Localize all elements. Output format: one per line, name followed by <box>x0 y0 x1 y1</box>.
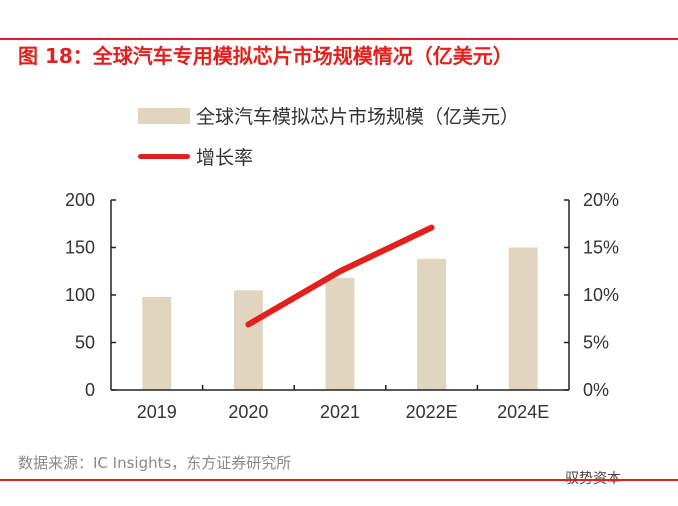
legend-swatch-bar <box>138 107 190 124</box>
left-tick-label: 150 <box>65 238 95 258</box>
right-tick-label: 15% <box>583 238 619 258</box>
bottom-rule <box>0 479 678 481</box>
x-tick-label: 2021 <box>320 402 360 422</box>
x-tick-label: 2022E <box>406 402 458 422</box>
source-note: 数据来源：IC Insights，东方证券研究所 <box>18 454 292 472</box>
figure-title: 图 18：全球汽车专用模拟芯片市场规模情况（亿美元） <box>18 44 513 68</box>
right-tick-label: 10% <box>583 285 619 305</box>
legend-label-bar: 全球汽车模拟芯片市场规模（亿美元） <box>196 106 520 128</box>
left-tick-label: 0 <box>85 380 95 400</box>
left-tick-label: 100 <box>65 285 95 305</box>
right-tick-label: 5% <box>583 333 609 353</box>
legend-swatch-line <box>138 154 190 159</box>
bar-2020 <box>233 290 263 390</box>
left-tick-label: 50 <box>75 333 95 353</box>
right-tick-label: 20% <box>583 190 619 210</box>
legend-label-line: 增长率 <box>196 147 254 169</box>
top-rule <box>0 38 678 40</box>
x-tick-label: 2020 <box>228 402 268 422</box>
right-tick-label: 0% <box>583 380 609 400</box>
x-tick-label: 2019 <box>137 402 177 422</box>
bar-2019 <box>142 296 172 390</box>
bar-2022E <box>417 258 447 390</box>
bar-2021 <box>325 277 355 390</box>
x-tick-label: 2024E <box>497 402 549 422</box>
left-tick-label: 200 <box>65 190 95 210</box>
bar-2024E <box>508 247 538 390</box>
watermark: 驭势资本 <box>565 471 621 487</box>
legend-item-bar: 全球汽车模拟芯片市场规模（亿美元） <box>138 102 519 129</box>
legend-item-line: 增长率 <box>138 143 253 170</box>
